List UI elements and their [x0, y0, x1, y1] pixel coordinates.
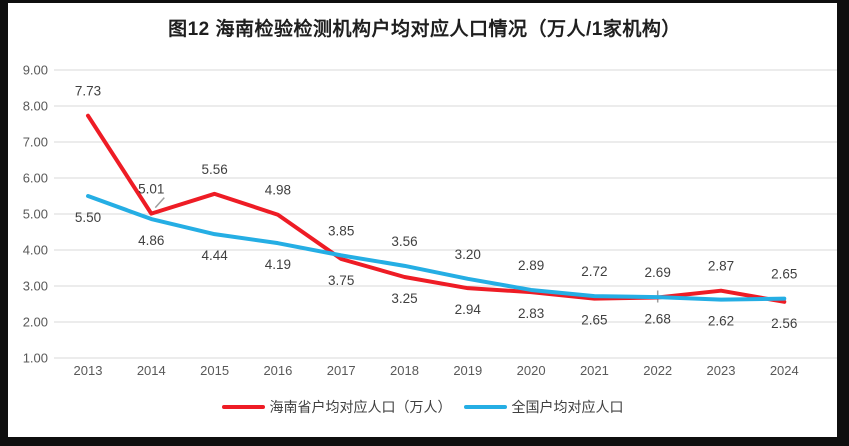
page-border-bottom [0, 437, 849, 446]
data-label: 3.20 [455, 247, 481, 262]
x-tick-label: 2022 [643, 363, 672, 378]
data-label: 2.72 [581, 264, 607, 279]
page-border-right [837, 0, 849, 446]
x-tick-label: 2015 [200, 363, 229, 378]
y-tick-label: 6.00 [23, 171, 48, 186]
x-tick-label: 2014 [137, 363, 166, 378]
data-label: 4.86 [138, 233, 164, 248]
x-tick-label: 2017 [327, 363, 356, 378]
data-label: 5.56 [201, 162, 227, 177]
legend-line-blue-icon [463, 405, 507, 409]
legend-line-red-icon [221, 405, 265, 409]
page-border-left [0, 0, 8, 446]
x-tick-label: 2024 [770, 363, 799, 378]
x-tick-label: 2016 [263, 363, 292, 378]
data-label: 2.87 [708, 259, 734, 274]
data-label: 4.98 [265, 183, 291, 198]
x-tick-label: 2019 [453, 363, 482, 378]
x-tick-label: 2023 [707, 363, 736, 378]
y-tick-label: 5.00 [23, 207, 48, 222]
legend-label-national: 全国户均对应人口 [511, 399, 624, 415]
y-tick-label: 7.00 [23, 135, 48, 150]
data-label: 7.73 [75, 84, 101, 99]
y-tick-label: 3.00 [23, 279, 48, 294]
data-label: 5.01 [138, 182, 164, 197]
data-label: 2.62 [708, 314, 734, 329]
legend-item-hainan: 海南省户均对应人口（万人） [221, 397, 452, 417]
data-label: 4.44 [201, 248, 228, 263]
data-label: 2.89 [518, 258, 544, 273]
data-label: 2.65 [581, 313, 607, 328]
data-label: 2.68 [645, 312, 671, 327]
y-tick-label: 8.00 [23, 99, 48, 114]
data-label: 2.94 [455, 302, 482, 317]
x-tick-label: 2018 [390, 363, 419, 378]
y-tick-label: 1.00 [23, 351, 48, 366]
data-label: 2.65 [771, 267, 797, 282]
data-label: 2.69 [645, 265, 671, 280]
x-tick-label: 2013 [74, 363, 103, 378]
chart-title: 图12 海南检验检测机构户均对应人口情况（万人/1家机构） [168, 19, 681, 40]
chart-legend: 海南省户均对应人口（万人） 全国户均对应人口 [8, 394, 837, 420]
y-tick-label: 4.00 [23, 243, 48, 258]
x-tick-label: 2020 [517, 363, 546, 378]
data-label: 4.19 [265, 257, 291, 272]
y-tick-label: 2.00 [23, 315, 48, 330]
x-tick-label: 2021 [580, 363, 609, 378]
legend-item-national: 全国户均对应人口 [463, 397, 624, 417]
data-label: 2.83 [518, 306, 544, 321]
series-line-1 [86, 194, 787, 302]
data-label: 3.75 [328, 273, 354, 288]
data-label: 3.85 [328, 223, 354, 238]
legend-label-hainan: 海南省户均对应人口（万人） [269, 399, 452, 415]
data-label: 2.56 [771, 316, 797, 331]
data-label: 3.56 [391, 234, 417, 249]
y-tick-label: 9.00 [23, 63, 48, 78]
page-border-top [0, 0, 849, 3]
data-label: 5.50 [75, 210, 101, 225]
data-label: 3.25 [391, 291, 417, 306]
data-label-leader-line [154, 197, 165, 209]
